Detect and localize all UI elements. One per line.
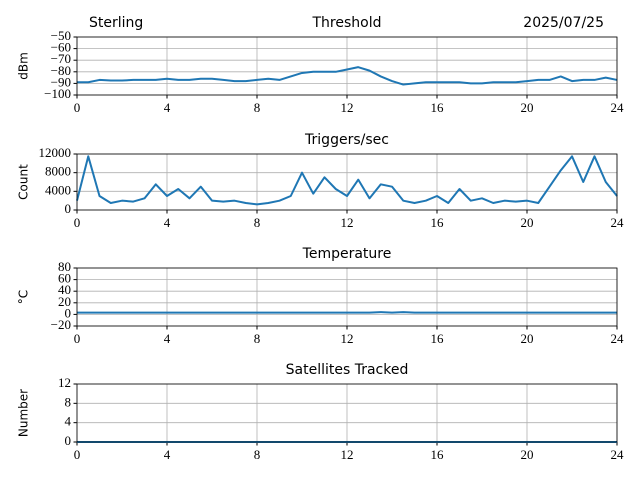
y-tick-label: 20 — [58, 294, 71, 309]
x-tick-label: 0 — [74, 215, 81, 230]
y-tick-label: 12 — [58, 375, 71, 390]
y-tick-label: −60 — [51, 40, 71, 55]
axes-frame — [76, 267, 618, 327]
y-tick-label: 8 — [65, 394, 72, 409]
x-tick-label: 0 — [74, 447, 81, 462]
x-tick-label: 0 — [74, 331, 81, 346]
y-tick-label: −100 — [44, 86, 71, 101]
x-tick-label: 4 — [164, 100, 171, 115]
x-tick-label: 16 — [431, 100, 445, 115]
x-tick-label: 12 — [341, 100, 354, 115]
y-axis-label: Number — [17, 389, 31, 437]
y-tick-label: −50 — [51, 28, 71, 43]
x-tick-label: 20 — [521, 447, 534, 462]
y-tick-label: 4 — [65, 414, 72, 429]
y-tick-label: 80 — [58, 259, 71, 274]
y-tick-label: 0 — [65, 305, 72, 320]
axes-frame — [76, 383, 618, 443]
x-tick-label: 24 — [611, 447, 625, 462]
axes-frame — [76, 36, 618, 96]
y-axis-label: dBm — [17, 52, 31, 80]
data-line — [77, 311, 617, 314]
x-tick-label: 4 — [164, 447, 171, 462]
x-tick-label: 24 — [611, 331, 625, 346]
y-tick-label: 40 — [58, 282, 71, 297]
chart-title: Satellites Tracked — [286, 362, 409, 378]
y-tick-label: 60 — [58, 271, 71, 286]
x-tick-label: 20 — [521, 215, 534, 230]
x-tick-label: 24 — [611, 100, 625, 115]
chart-title: Temperature — [302, 246, 392, 262]
chart-title: Triggers/sec — [304, 132, 389, 148]
axes-frame — [76, 153, 618, 211]
x-tick-label: 8 — [254, 215, 261, 230]
y-tick-label: 12000 — [39, 145, 72, 160]
x-tick-label: 16 — [431, 447, 445, 462]
x-tick-label: 12 — [341, 447, 354, 462]
title-left: Sterling — [89, 15, 143, 31]
y-tick-label: 0 — [65, 433, 72, 448]
x-tick-label: 16 — [431, 331, 445, 346]
chart-title: Threshold — [312, 15, 382, 31]
data-line — [76, 155, 618, 206]
x-tick-label: 0 — [74, 100, 81, 115]
y-axis-label: Count — [17, 164, 31, 200]
y-tick-label: −90 — [51, 74, 71, 89]
x-tick-label: 8 — [254, 331, 261, 346]
y-tick-label: −70 — [51, 51, 71, 66]
x-tick-label: 20 — [521, 331, 534, 346]
x-tick-label: 20 — [521, 100, 534, 115]
x-tick-label: 4 — [164, 215, 171, 230]
title-right: 2025/07/25 — [523, 15, 604, 31]
y-tick-label: 4000 — [45, 182, 71, 197]
x-tick-label: 4 — [164, 331, 171, 346]
y-axis-label: °C — [17, 290, 31, 304]
y-tick-label: 8000 — [45, 164, 71, 179]
data-line — [77, 66, 618, 86]
x-tick-label: 12 — [341, 331, 354, 346]
x-tick-label: 16 — [431, 215, 445, 230]
x-tick-label: 12 — [341, 215, 354, 230]
y-tick-label: −80 — [51, 63, 71, 78]
y-tick-label: 0 — [65, 201, 72, 216]
x-tick-label: 24 — [611, 215, 625, 230]
x-tick-label: 8 — [254, 100, 261, 115]
y-tick-label: −20 — [51, 317, 71, 332]
x-tick-label: 8 — [254, 447, 261, 462]
